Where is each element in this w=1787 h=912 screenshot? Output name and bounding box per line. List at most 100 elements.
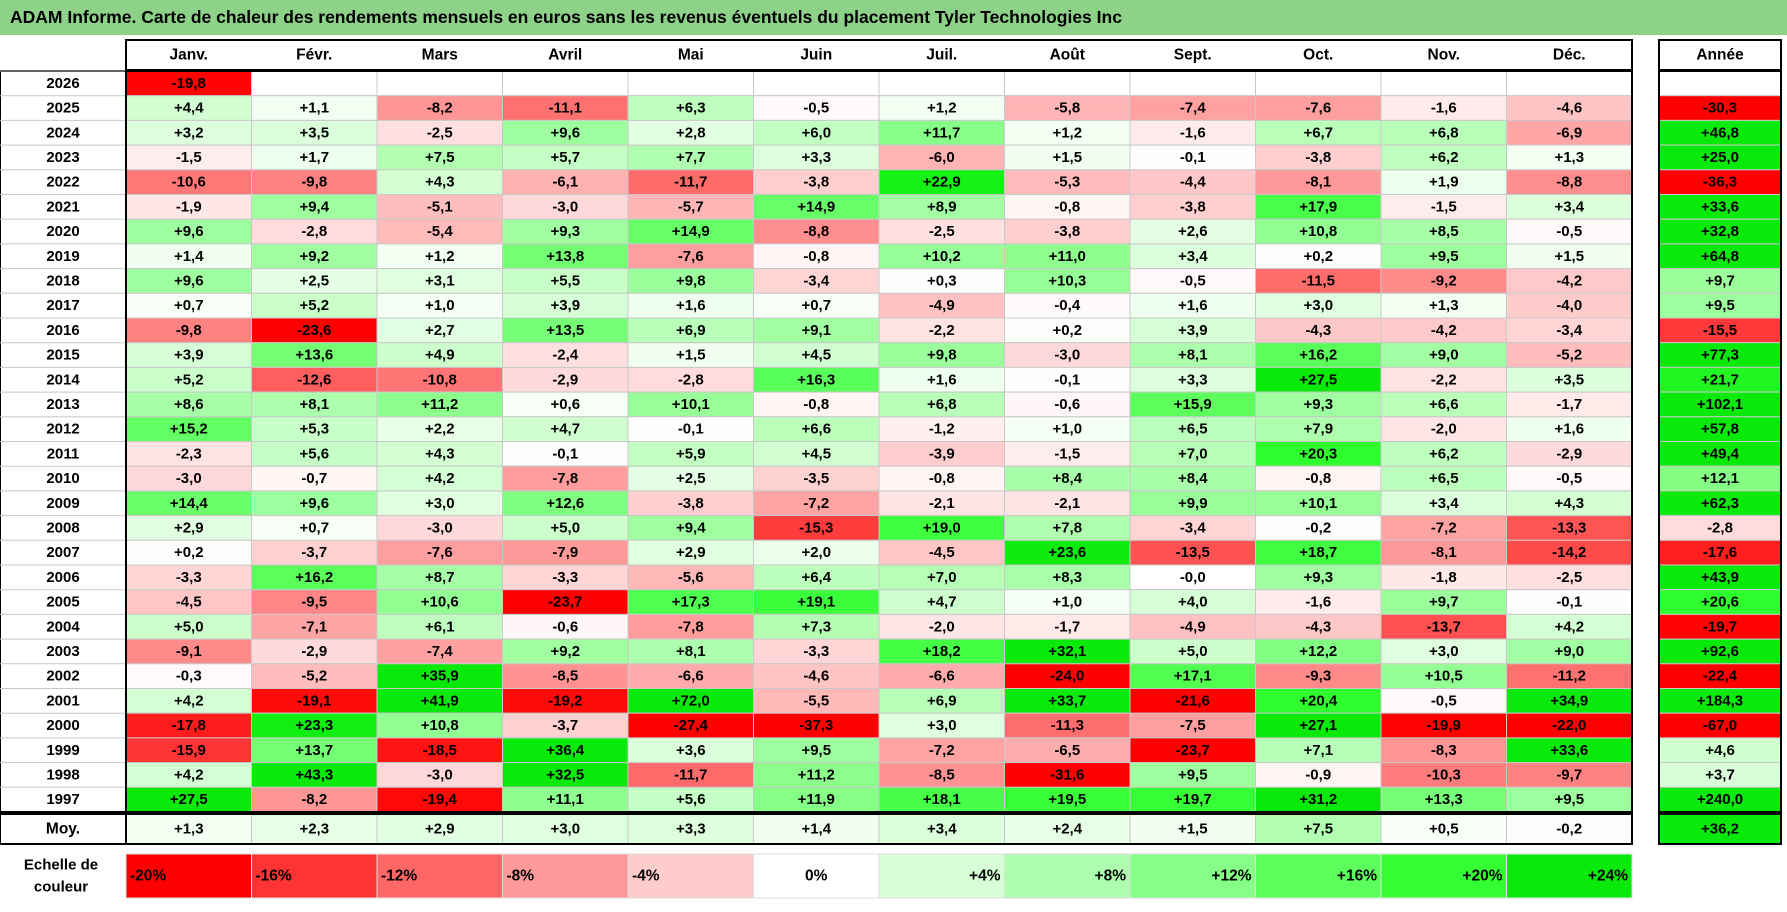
cell-value: +15,2 [170,421,208,438]
cell-value: +33,7 [1048,692,1086,709]
heat-cell [376,564,503,591]
scale-label: +4% [969,868,1001,885]
year-total-frame [1658,70,1782,813]
heat-cell [125,268,252,294]
year-label-2023: 2023 [46,149,79,166]
cell-value: -2,5 [427,124,453,141]
cell-value: -19,4 [423,791,458,808]
monthly-grid-frame [125,70,1633,813]
heat-cell [376,317,503,344]
cell-value: +6,5 [1429,470,1459,487]
heat-cell [1255,663,1382,689]
heat-cell [1004,342,1131,368]
heat-cell [376,268,503,294]
cell-value: -8,8 [1556,174,1582,191]
cell-value: -3,9 [929,445,955,462]
cell-value: +3,9 [174,347,204,364]
cell-value: -8,1 [1305,174,1331,191]
year-total-value: -15,5 [1703,322,1737,339]
heat-cell [627,268,754,294]
cell-value: -7,6 [427,544,453,561]
cell-value: +10,8 [421,717,459,734]
heat-cell [627,613,754,640]
cell-value: +5,2 [174,371,204,388]
heat-cell [627,391,754,418]
heat-cell [1380,539,1507,566]
heat-cell [1255,613,1382,640]
heat-cell [1004,218,1131,245]
cell-value: -2,4 [552,347,579,364]
cell-value: -4,6 [1556,100,1582,117]
heat-cell [251,70,378,97]
heat-cell [627,688,754,714]
heat-cell [1129,737,1256,764]
heat-cell [627,243,754,270]
cell-value: +8,1 [676,643,706,660]
cell-value: +18,7 [1299,544,1337,561]
cell-value: -8,1 [1431,544,1457,561]
cell-value: +1,0 [1052,594,1082,611]
month-header-5: Mai [678,47,704,64]
heat-cell [1255,268,1382,294]
cell-value: +2,8 [676,124,706,141]
cell-value: +1,0 [425,297,455,314]
cell-value: +2,9 [676,544,706,561]
cell-value: -0,1 [1556,594,1582,611]
year-total-cell [1658,638,1782,665]
heat-cell [502,663,629,689]
cell-value: +3,9 [1178,322,1208,339]
average-value: +0,5 [1429,821,1459,838]
heat-cell [878,515,1005,541]
heat-cell [251,119,378,146]
heat-cell [502,737,629,764]
heat-cell [251,218,378,245]
heat-cell [627,194,754,220]
average-cell [1004,813,1131,845]
cell-value: +4,2 [1554,618,1584,635]
heat-cell [753,70,880,97]
heat-cell [1004,243,1131,270]
scale-swatch [125,853,252,899]
cell-value: +4,2 [174,766,204,783]
cell-value: +10,6 [421,594,459,611]
scale-label: -16% [256,868,292,885]
average-value: -0,2 [1556,821,1582,838]
heat-cell [502,391,629,418]
cell-value: +3,6 [676,742,706,759]
heat-cell [1129,243,1256,270]
cell-value: -19,1 [297,692,331,709]
cell-value: +5,5 [550,272,580,289]
heat-cell [627,292,754,319]
heat-cell [125,416,252,442]
cell-value: +5,6 [676,791,706,808]
cell-value: +0,7 [299,519,329,536]
cell-value: -5,4 [427,223,454,240]
heat-cell [502,564,629,591]
cell-value: -19,9 [1427,717,1461,734]
year-label-2012: 2012 [46,421,79,438]
cell-value: +8,7 [425,569,455,586]
cell-value: +27,1 [1299,717,1337,734]
scale-swatch [1129,853,1256,899]
cell-value: -19,2 [548,692,582,709]
heat-cell [753,391,880,418]
cell-value: +9,5 [1429,248,1459,265]
cell-value: +9,6 [299,495,329,512]
year-label-2025: 2025 [46,100,79,117]
cell-value: -5,8 [1054,100,1080,117]
cell-value: -3,0 [552,198,578,215]
heat-cell [1255,70,1382,97]
cell-value: +11,2 [421,396,458,413]
heat-cell [125,712,252,739]
cell-value: +9,3 [1303,569,1333,586]
heat-cell [878,441,1005,467]
heat-cell [1255,194,1382,220]
cell-value: +9,6 [174,272,204,289]
cell-value: +0,6 [550,396,580,413]
month-header-1: Janv. [170,47,209,64]
cell-value: +7,0 [1178,445,1208,462]
cell-value: -0,3 [176,668,202,685]
month-header-12: Déc. [1553,47,1586,64]
cell-value: +7,7 [676,149,706,166]
cell-value: +4,3 [425,445,455,462]
